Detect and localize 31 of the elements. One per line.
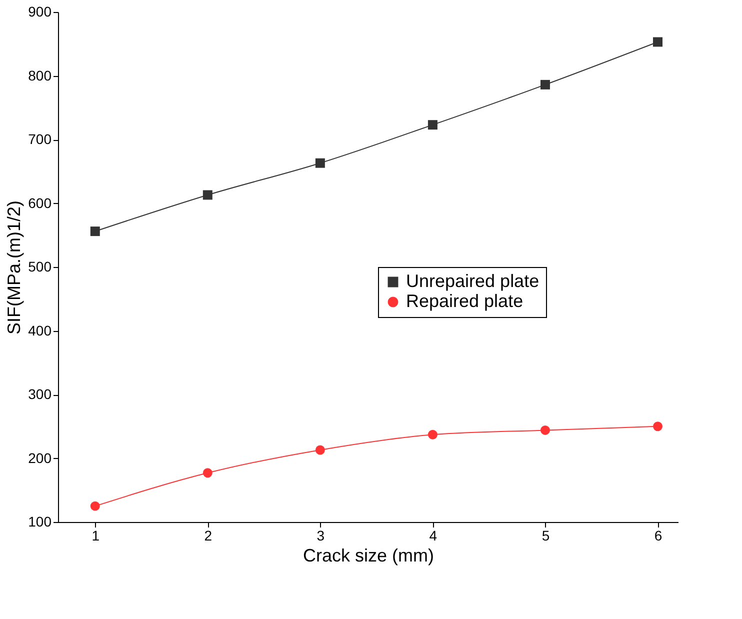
x-axis-title: Crack size (mm)	[303, 546, 434, 566]
y-tick-label: 700	[28, 131, 52, 147]
point	[428, 430, 438, 440]
point	[540, 80, 550, 90]
legend-label: Unrepaired plate	[406, 271, 540, 291]
point	[202, 468, 212, 478]
x-tick-label: 1	[92, 528, 100, 544]
x-tick-label: 6	[654, 528, 662, 544]
y-tick-label: 400	[28, 322, 52, 338]
legend-label: Repaired plate	[406, 291, 524, 311]
y-tick-label: 800	[28, 67, 52, 84]
point	[540, 425, 550, 435]
y-axis-title: SIF(MPa.(m)1/2)	[4, 200, 24, 335]
x-tick-label: 5	[542, 528, 550, 544]
point	[90, 501, 100, 511]
y-tick-label: 600	[28, 194, 52, 211]
point	[90, 226, 100, 236]
point	[428, 120, 438, 130]
x-tick-label: 3	[316, 528, 325, 544]
x-tick-label: 4	[429, 528, 438, 544]
y-tick-label: 200	[28, 450, 52, 466]
y-tick-label: 900	[28, 4, 52, 20]
y-tick-label: 500	[28, 258, 52, 274]
point	[315, 445, 325, 455]
point	[202, 190, 212, 200]
point	[653, 37, 662, 47]
point	[315, 158, 325, 168]
y-tick-label: 300	[28, 386, 52, 402]
y-tick-label: 100	[28, 514, 52, 530]
point	[653, 422, 662, 432]
x-tick-label: 2	[204, 528, 212, 544]
